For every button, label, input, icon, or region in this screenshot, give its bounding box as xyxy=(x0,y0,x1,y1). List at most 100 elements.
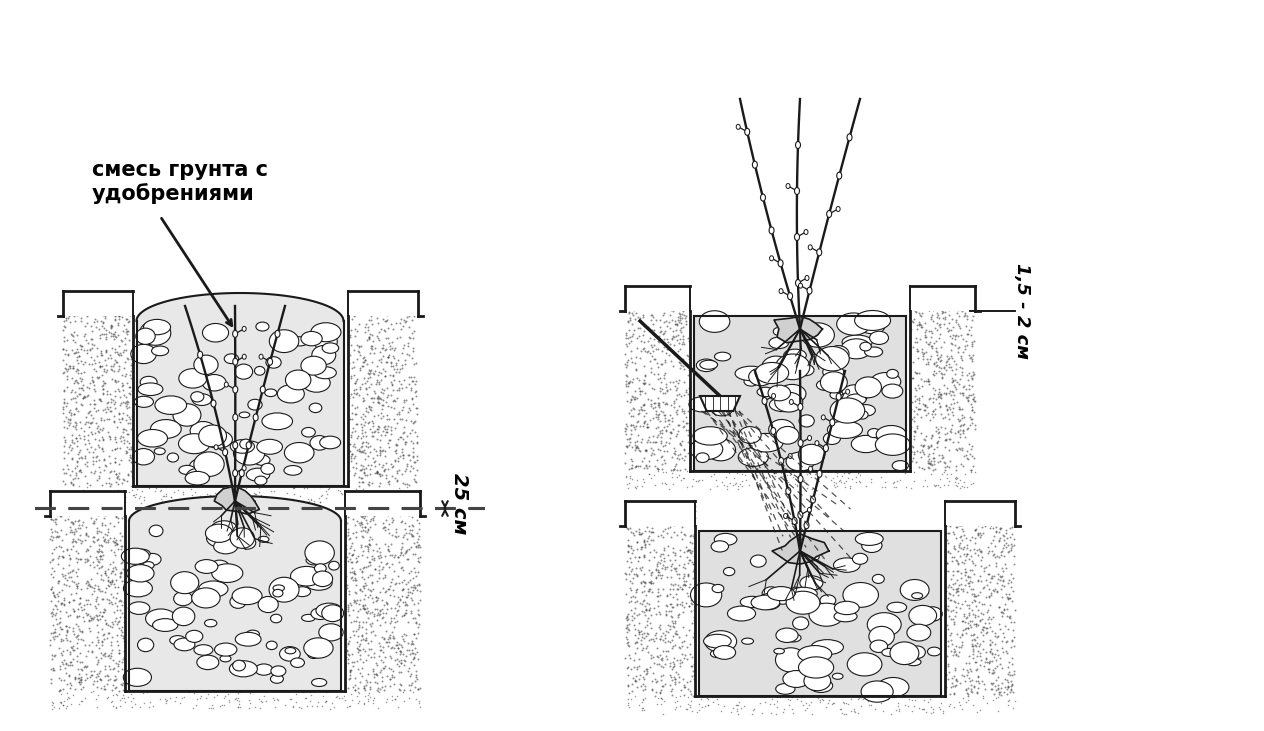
Point xyxy=(919,305,939,317)
Point xyxy=(48,702,68,713)
Bar xyxy=(624,286,690,311)
Point xyxy=(627,435,647,447)
Point xyxy=(640,287,660,298)
Point xyxy=(343,426,363,438)
Point xyxy=(370,491,391,502)
Point xyxy=(349,621,369,633)
Point xyxy=(353,524,373,536)
Point xyxy=(336,651,356,663)
Point xyxy=(636,459,656,471)
Point xyxy=(62,452,82,463)
Point xyxy=(387,615,407,626)
Point xyxy=(300,497,320,509)
Point xyxy=(66,396,86,408)
Point xyxy=(844,706,865,718)
Point xyxy=(389,413,410,425)
Point xyxy=(661,415,681,427)
Point xyxy=(952,523,972,534)
Point xyxy=(665,616,685,627)
Point xyxy=(671,439,691,451)
Point xyxy=(374,366,394,377)
Point xyxy=(112,298,133,310)
Ellipse shape xyxy=(699,311,729,333)
Point xyxy=(121,452,142,464)
Point xyxy=(350,288,370,300)
Point xyxy=(344,616,364,627)
Point xyxy=(179,480,200,492)
Point xyxy=(944,687,964,699)
Point xyxy=(380,651,401,662)
Point xyxy=(119,486,139,498)
Point xyxy=(52,534,72,546)
Point xyxy=(925,421,945,433)
Point xyxy=(964,591,985,602)
Point xyxy=(679,382,699,394)
Point xyxy=(650,589,670,601)
Point xyxy=(109,349,129,360)
Point xyxy=(641,362,661,374)
Point xyxy=(616,380,636,392)
Point xyxy=(962,353,982,365)
Point xyxy=(300,686,320,697)
Ellipse shape xyxy=(302,614,315,621)
Point xyxy=(101,596,121,608)
Point xyxy=(59,596,80,608)
Point xyxy=(994,607,1014,618)
Point xyxy=(929,455,949,467)
Point xyxy=(651,654,671,665)
Point xyxy=(935,434,956,446)
Point xyxy=(348,682,368,694)
Point xyxy=(750,697,770,709)
Point xyxy=(971,650,991,662)
Point xyxy=(115,401,135,412)
Point xyxy=(407,436,427,447)
Point xyxy=(66,374,86,386)
Point xyxy=(969,596,990,607)
Point xyxy=(343,625,363,637)
Point xyxy=(973,635,994,647)
Point xyxy=(619,575,640,587)
Point xyxy=(379,475,399,487)
Point xyxy=(91,652,111,664)
Point xyxy=(95,670,115,682)
Ellipse shape xyxy=(856,532,884,545)
Point xyxy=(349,550,369,561)
Point xyxy=(908,445,928,457)
Point xyxy=(337,489,358,501)
Point xyxy=(930,341,951,352)
Point xyxy=(680,544,700,556)
Point xyxy=(905,425,925,437)
Point xyxy=(980,645,1000,656)
Point xyxy=(679,350,699,362)
Point xyxy=(367,538,387,550)
Point xyxy=(972,613,992,625)
Ellipse shape xyxy=(319,624,343,641)
Point xyxy=(656,436,676,448)
Point xyxy=(53,493,73,504)
Point xyxy=(97,534,118,546)
Point xyxy=(655,632,675,644)
Point xyxy=(839,466,860,478)
Point xyxy=(368,396,388,408)
Point xyxy=(902,705,923,717)
Point xyxy=(341,452,362,464)
Point xyxy=(73,489,94,501)
Point xyxy=(661,291,681,303)
Point xyxy=(47,518,67,530)
Point xyxy=(923,430,943,442)
Point xyxy=(666,375,686,387)
Point xyxy=(59,552,80,564)
Point xyxy=(78,614,99,626)
Point xyxy=(97,529,118,541)
Ellipse shape xyxy=(306,556,322,565)
Point xyxy=(100,507,120,519)
Point xyxy=(651,569,671,581)
Ellipse shape xyxy=(145,609,176,628)
Point xyxy=(670,598,690,610)
Point xyxy=(384,643,404,654)
Point xyxy=(112,384,133,395)
Point xyxy=(404,457,425,469)
Point xyxy=(358,612,378,624)
Point xyxy=(356,318,377,330)
Point xyxy=(222,491,243,503)
